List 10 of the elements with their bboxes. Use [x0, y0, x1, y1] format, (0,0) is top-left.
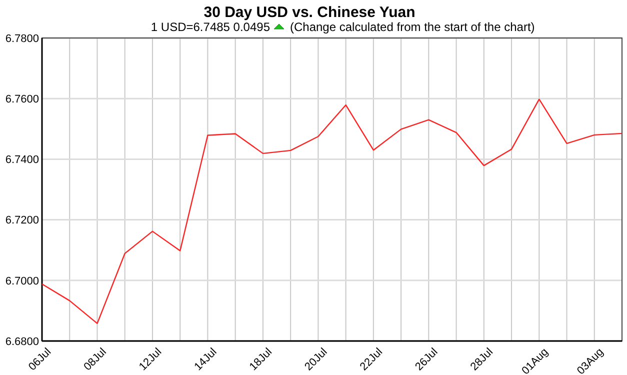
line-series: [41, 98, 623, 324]
text: (Change calculated from the start of the chart): [290, 20, 535, 34]
y-tick-label: 6.7400: [5, 154, 39, 166]
y-tick-label: 6.6800: [5, 336, 39, 348]
y-tick-label: 6.7600: [5, 93, 39, 106]
y-tick-label: 6.7200: [5, 214, 39, 227]
y-tick-label: 6.7800: [5, 32, 39, 45]
chart-title: 30 Day USD vs. Chinese Yuan: [204, 4, 416, 21]
y-tick-label: 6.7000: [5, 275, 39, 288]
chart-subtitle: 1 USD=6.7485 0.0495: [150, 20, 270, 34]
